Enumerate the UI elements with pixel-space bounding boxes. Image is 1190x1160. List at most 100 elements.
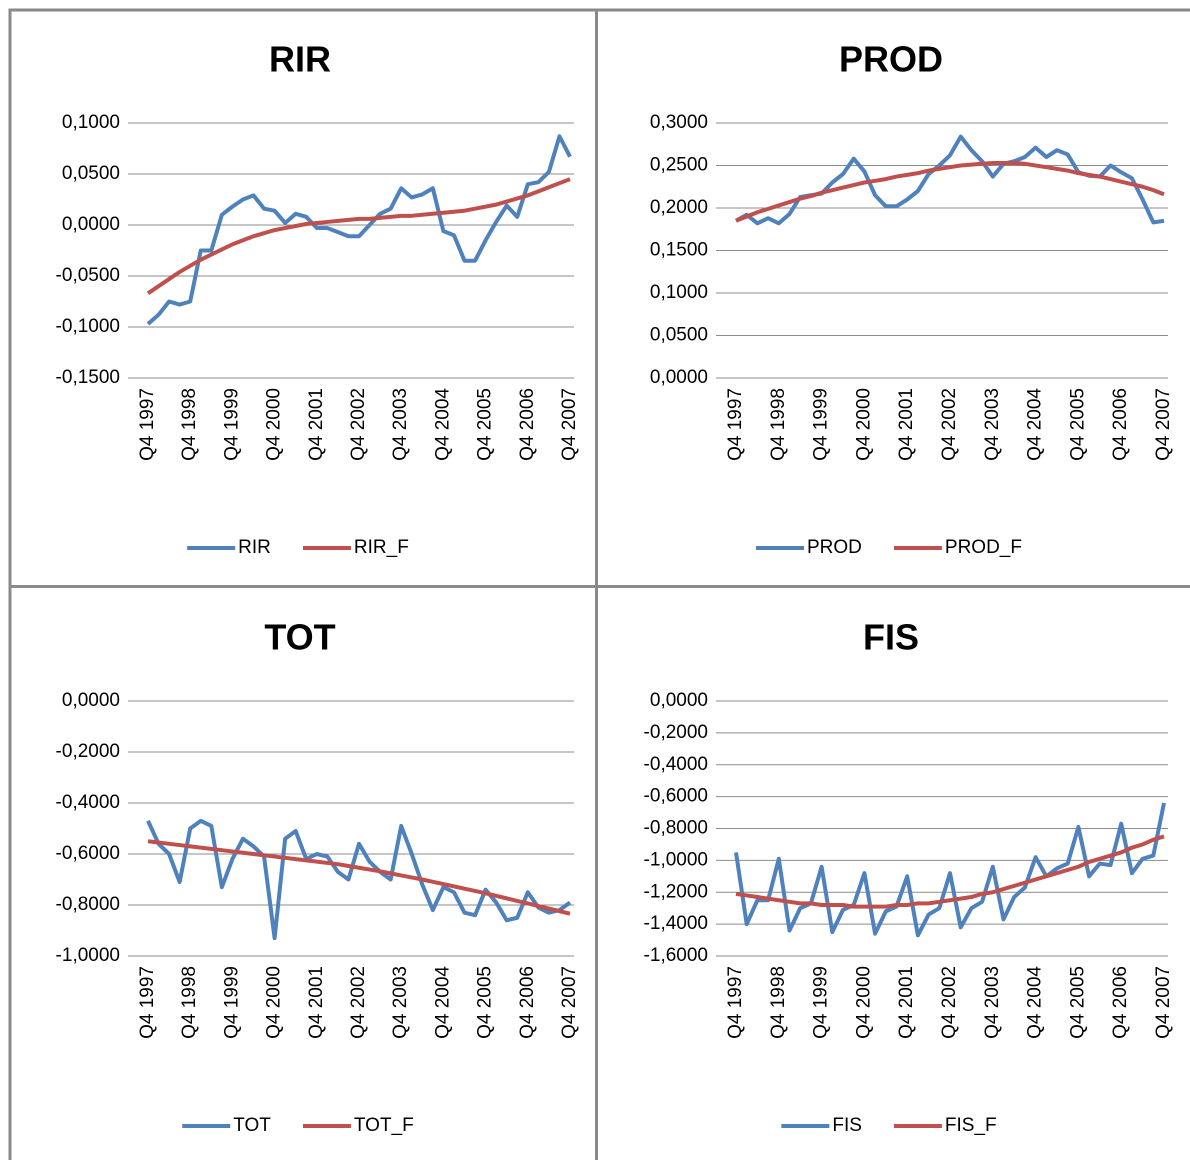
- y-tick-label: 0,1000: [650, 282, 708, 303]
- chart-title: TOT: [264, 617, 335, 658]
- y-tick-label: 0,3000: [650, 112, 708, 133]
- y-tick-label: -0,8000: [644, 818, 708, 839]
- chart-panel: PROD 0,0000 0,0500 0,1000 0,1500 0,2000 0,2500…: [650, 39, 1174, 559]
- legend: FIS FIS_F: [781, 1115, 997, 1136]
- x-tick-label: Q4 1997: [725, 966, 746, 1039]
- y-tick-label: 0,0000: [650, 690, 708, 711]
- x-tick-label: Q4 1997: [137, 966, 158, 1039]
- y-tick-label: -1,4000: [644, 913, 708, 934]
- x-tick-label: Q4 2002: [348, 388, 369, 461]
- x-tick-label: Q4 2006: [1110, 966, 1131, 1039]
- series-line: [146, 818, 572, 941]
- y-tick-label: -0,2000: [644, 722, 708, 743]
- series-line: [146, 134, 572, 326]
- x-tick-label: Q4 2001: [306, 966, 327, 1039]
- x-tick-label: Q4 1999: [811, 966, 832, 1039]
- legend-label: FIS: [832, 1115, 862, 1136]
- legend: TOT TOT_F: [182, 1115, 414, 1136]
- x-tick-label: Q4 1998: [179, 388, 200, 461]
- y-tick-label: -0,6000: [644, 786, 708, 807]
- x-tick-label: Q4 2004: [1025, 966, 1046, 1039]
- chart-panel: FIS -1,6000 -1,4000 -1,2000 -1,0000 -0,8000 -0…: [644, 617, 1174, 1137]
- panel-borders: [8, 8, 1190, 1160]
- y-tick-label: -1,0000: [56, 945, 120, 966]
- legend-label: RIR: [238, 537, 271, 558]
- legend-label: TOT: [233, 1115, 271, 1136]
- x-tick-label: Q4 2005: [475, 388, 496, 461]
- y-tick-label: 0,0000: [62, 214, 120, 235]
- chart-panel: RIR -0,1500 -0,1000 -0,0500 0,0000 0,0500 0,10…: [56, 39, 580, 559]
- y-tick-label: -0,0500: [56, 265, 120, 286]
- x-tick-label: Q4 1999: [221, 388, 242, 461]
- x-tick-label: Q4 2002: [939, 966, 960, 1039]
- y-tick-label: 0,0500: [62, 163, 120, 184]
- x-tick-label: Q4 2002: [348, 966, 369, 1039]
- legend-label: PROD: [807, 537, 862, 558]
- x-tick-label: Q4 2000: [264, 966, 285, 1039]
- x-tick-label: Q4 2001: [306, 388, 327, 461]
- x-tick-label: Q4 2007: [559, 388, 580, 461]
- x-tick-label: Q4 1999: [221, 966, 242, 1039]
- x-tick-label: Q4 2003: [390, 966, 411, 1039]
- x-tick-label: Q4 2002: [939, 388, 960, 461]
- y-tick-label: -1,0000: [644, 849, 708, 870]
- y-tick-label: -0,8000: [56, 894, 120, 915]
- x-tick-label: Q4 1998: [768, 388, 789, 461]
- y-tick-label: 0,0000: [62, 690, 120, 711]
- x-tick-label: Q4 2001: [896, 388, 917, 461]
- series-line: [146, 177, 571, 295]
- x-tick-label: Q4 2000: [853, 966, 874, 1039]
- y-tick-label: -1,2000: [644, 881, 708, 902]
- y-tick-label: -1,6000: [644, 945, 708, 966]
- x-tick-label: Q4 2004: [1025, 388, 1046, 461]
- y-tick-label: 0,1500: [650, 240, 708, 261]
- x-tick-label: Q4 2000: [264, 388, 285, 461]
- y-tick-label: -0,1500: [56, 367, 120, 388]
- legend: PROD PROD_F: [756, 537, 1022, 558]
- y-tick-label: -0,6000: [56, 843, 120, 864]
- legend-label: RIR_F: [354, 537, 409, 558]
- x-tick-label: Q4 2000: [853, 388, 874, 461]
- legend-label: PROD_F: [945, 537, 1022, 558]
- legend-label: TOT_F: [354, 1115, 414, 1136]
- x-tick-label: Q4 2006: [517, 966, 538, 1039]
- y-tick-label: 0,1000: [62, 112, 120, 133]
- legend: RIR RIR_F: [187, 537, 409, 558]
- x-tick-label: Q4 2005: [475, 966, 496, 1039]
- y-tick-label: 0,2500: [650, 155, 708, 176]
- x-tick-label: Q4 2005: [1067, 966, 1088, 1039]
- x-tick-label: Q4 2007: [559, 966, 580, 1039]
- chart-panel: TOT -1,0000 -0,8000 -0,6000 -0,4000 -0,2000 0,…: [56, 617, 580, 1137]
- x-tick-label: Q4 2003: [982, 388, 1003, 461]
- legend-label: FIS_F: [945, 1115, 997, 1136]
- x-tick-label: Q4 1999: [811, 388, 832, 461]
- x-tick-label: Q4 1998: [768, 966, 789, 1039]
- chart-title: PROD: [839, 39, 943, 80]
- x-tick-label: Q4 2001: [896, 966, 917, 1039]
- x-tick-label: Q4 2007: [1153, 966, 1174, 1039]
- y-tick-label: 0,2000: [650, 197, 708, 218]
- series-line: [147, 839, 571, 916]
- x-tick-label: Q4 2004: [432, 388, 453, 461]
- x-tick-label: Q4 1997: [725, 388, 746, 461]
- x-tick-label: Q4 1998: [179, 966, 200, 1039]
- x-tick-label: Q4 2006: [517, 388, 538, 461]
- x-tick-label: Q4 2003: [982, 966, 1003, 1039]
- x-tick-label: Q4 2004: [432, 966, 453, 1039]
- y-tick-label: -0,2000: [56, 741, 120, 762]
- series-line: [735, 160, 1165, 223]
- chart-title: FIS: [863, 617, 919, 658]
- y-tick-label: -0,4000: [56, 792, 120, 813]
- x-tick-label: Q4 2005: [1067, 388, 1088, 461]
- x-tick-label: Q4 2006: [1110, 388, 1131, 461]
- y-tick-label: -0,1000: [56, 316, 120, 337]
- x-tick-label: Q4 1997: [137, 388, 158, 461]
- y-tick-label: 0,0000: [650, 367, 708, 388]
- series-line: [735, 834, 1165, 909]
- y-tick-label: 0,0500: [650, 325, 708, 346]
- x-tick-label: Q4 2007: [1153, 388, 1174, 461]
- chart-title: RIR: [269, 39, 331, 80]
- x-tick-label: Q4 2003: [390, 388, 411, 461]
- y-tick-label: -0,4000: [644, 754, 708, 775]
